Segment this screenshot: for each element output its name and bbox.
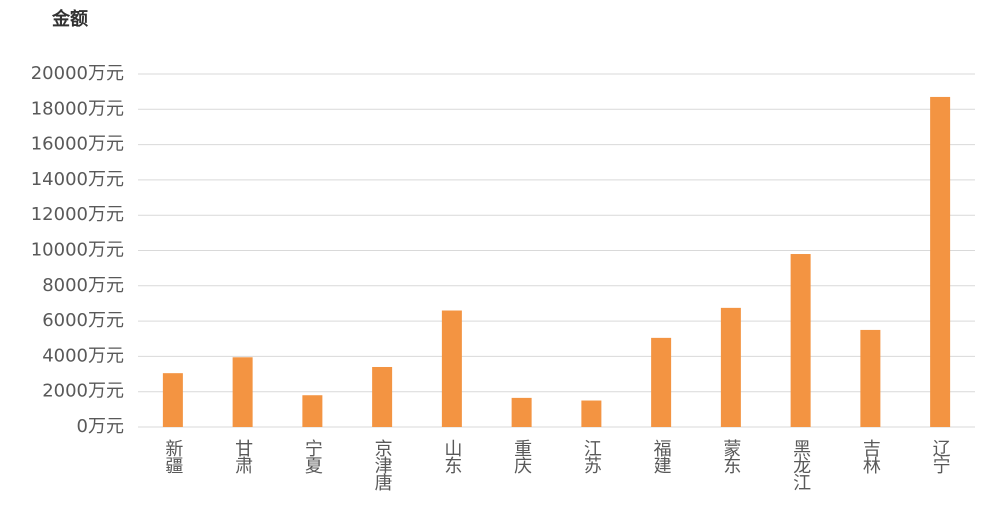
bar (162, 373, 183, 427)
x-tick-label: 福建 (651, 439, 672, 474)
y-tick-label: 12000万元 (31, 204, 124, 225)
bar (302, 395, 323, 427)
y-tick-label: 8000万元 (42, 275, 124, 296)
chart-title: 金额 (51, 8, 88, 30)
bar (930, 96, 951, 427)
x-tick-label: 辽宁 (930, 439, 951, 474)
x-tick-label: 黑龙江 (790, 439, 811, 491)
x-tick-label: 江苏 (581, 439, 602, 474)
x-tick-label: 新疆 (162, 439, 183, 474)
y-tick-label: 20000万元 (31, 63, 124, 84)
y-tick-label: 4000万元 (42, 345, 124, 366)
bar (372, 366, 393, 427)
bar (511, 397, 532, 427)
y-tick-label: 14000万元 (31, 169, 124, 190)
y-tick-label: 18000万元 (31, 98, 124, 119)
bar (860, 329, 881, 427)
bar (581, 400, 602, 427)
bar (441, 310, 462, 427)
x-tick-label: 京津唐 (372, 439, 393, 491)
x-tick-label: 吉林 (860, 439, 881, 474)
y-tick-label: 10000万元 (31, 240, 124, 261)
y-tick-label: 2000万元 (42, 381, 124, 402)
bar (790, 254, 811, 427)
x-tick-label: 蒙东 (720, 439, 741, 474)
bar (720, 307, 741, 427)
x-tick-label: 甘肃 (232, 439, 253, 474)
x-tick-label: 重庆 (511, 439, 532, 474)
y-tick-label: 0万元 (77, 416, 124, 437)
x-tick-label: 宁夏 (302, 439, 323, 474)
y-tick-label: 6000万元 (42, 310, 124, 331)
bar (651, 337, 672, 427)
y-tick-label: 16000万元 (31, 134, 124, 155)
x-tick-label: 山东 (441, 439, 462, 474)
bar (232, 357, 253, 427)
